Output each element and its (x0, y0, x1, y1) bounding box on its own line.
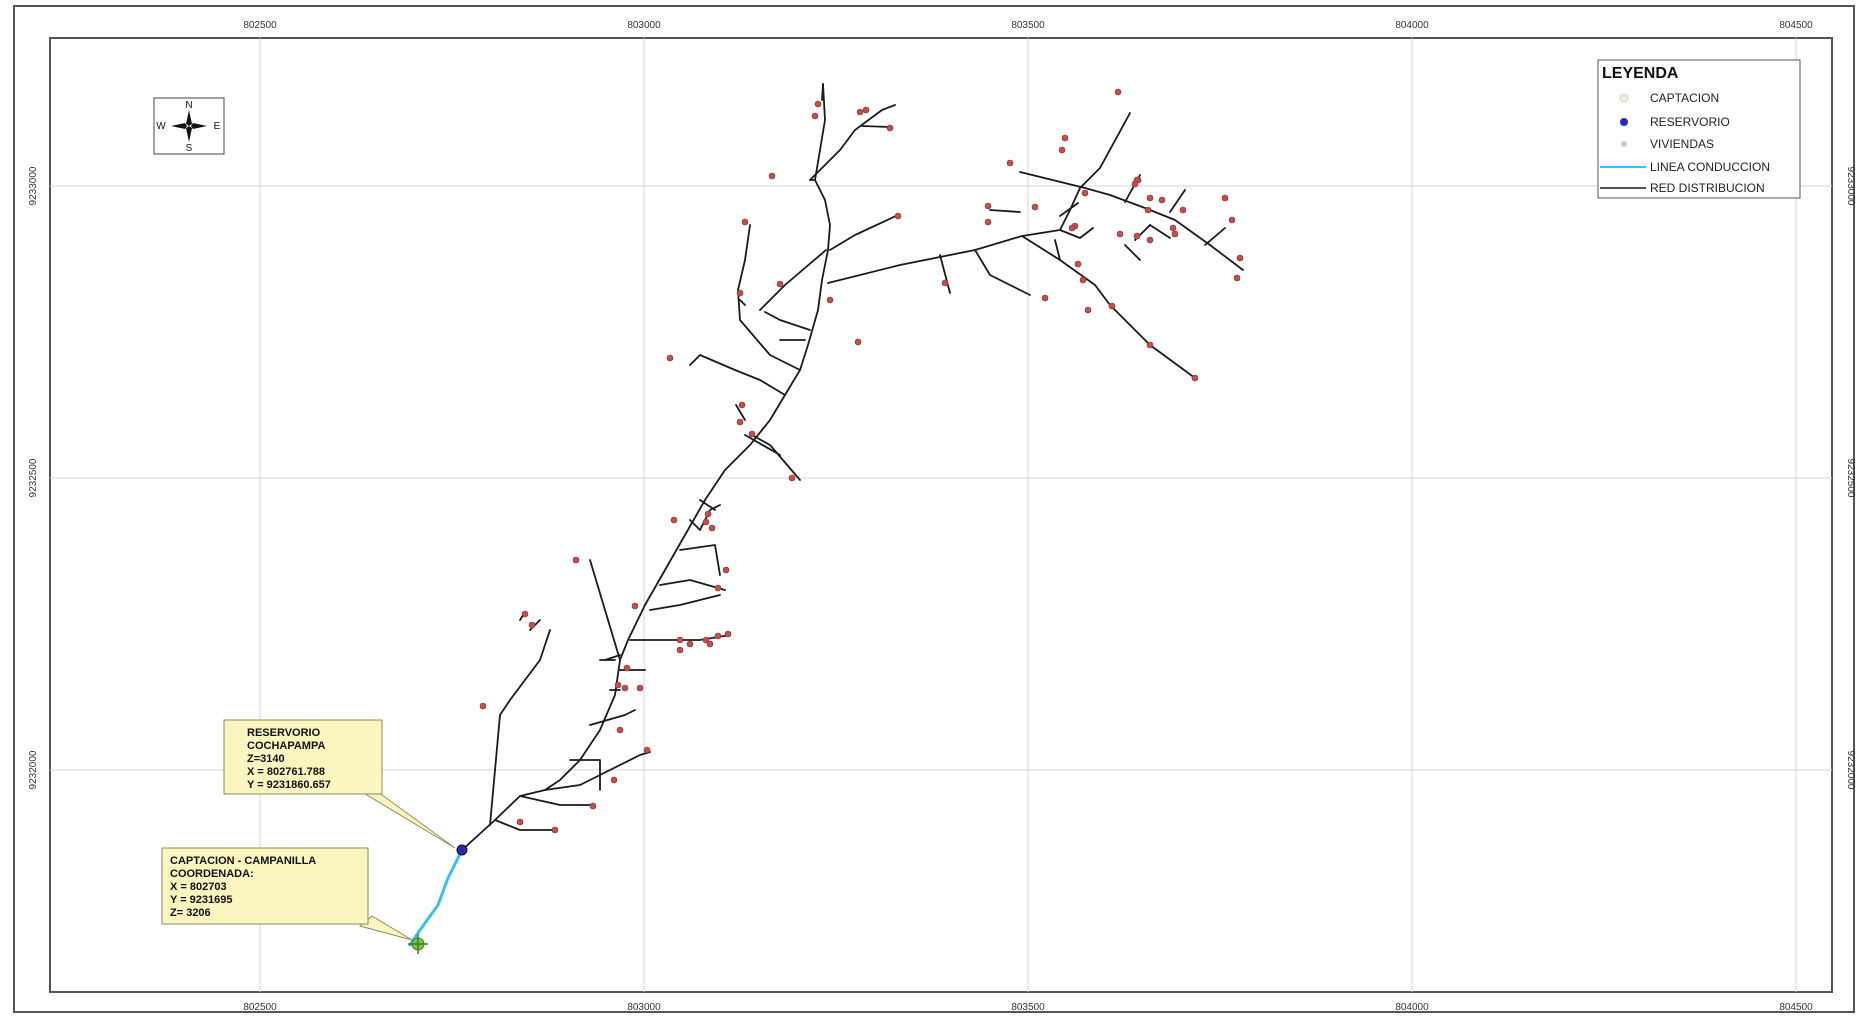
y-tick-label: 9232000 (28, 750, 39, 789)
x-axis-top: 802500 803000 803500 804000 804500 (243, 20, 1813, 31)
north-arrow: N S E W (153, 97, 225, 155)
compass-east-label: E (214, 121, 221, 132)
reservoir-callout-line: Y = 9231860.657 (247, 779, 331, 791)
y-tick-label: 9232000 (1845, 751, 1856, 790)
map-frame (13, 5, 1855, 1013)
compass-north-label: N (185, 100, 192, 111)
y-tick-label: 9233000 (1845, 167, 1856, 206)
legend-item-reservorio: RESERVORIO (1620, 115, 1730, 129)
x-tick-label: 804500 (1779, 20, 1813, 31)
legend-item-label: RESERVORIO (1650, 115, 1730, 129)
reservoir-callout-line: RESERVORIO (247, 727, 321, 739)
legend-item-label: VIVIENDAS (1650, 137, 1714, 151)
conduction-line (408, 848, 464, 947)
x-tick-label: 803500 (1011, 20, 1045, 31)
legend-item-label: RED DISTRIBUCION (1650, 181, 1765, 195)
x-tick-label: 804500 (1779, 1002, 1813, 1013)
legend: LEYENDA CAPTACION RESERVORIO VIVIENDAS L… (1597, 59, 1801, 199)
legend-item-captacion: CAPTACION (1619, 91, 1719, 105)
legend-item-red-distribucion: RED DISTRIBUCION (1600, 181, 1765, 195)
reservoir-callout-line: COCHAPAMPA (247, 740, 325, 752)
intake-callout: CAPTACION - CAMPANILLA COORDENADA: X = 8… (161, 847, 413, 941)
y-axis-left: 9233000 9232500 9232000 (28, 166, 39, 789)
x-tick-label: 803000 (627, 1002, 661, 1013)
intake-callout-line: COORDENADA: (170, 868, 254, 880)
intake-callout-line: Z= 3206 (170, 907, 211, 919)
intake-callout-line: X = 802703 (170, 881, 227, 893)
legend-item-linea-conduccion: LINEA CONDUCCION (1600, 160, 1770, 174)
reservoir-callout-line: X = 802761.788 (247, 766, 325, 778)
intake-marker[interactable] (408, 934, 428, 954)
reservoir-marker[interactable] (456, 844, 468, 856)
house-icon (1621, 141, 1627, 147)
houses-layer (479, 88, 1244, 834)
legend-item-label: LINEA CONDUCCION (1650, 160, 1770, 174)
y-tick-label: 9233000 (28, 166, 39, 205)
legend-title: LEYENDA (1602, 65, 1679, 82)
y-tick-label: 9232500 (28, 458, 39, 497)
y-axis-right: 9233000 9232500 9232000 (1845, 167, 1856, 790)
x-tick-label: 803500 (1011, 1002, 1045, 1013)
x-tick-label: 802500 (243, 1002, 277, 1013)
compass-south-label: S (186, 143, 193, 154)
x-axis-bottom: 802500 803000 803500 804000 804500 (243, 1002, 1813, 1013)
intake-callout-line: CAPTACION - CAMPANILLA (170, 855, 316, 867)
x-tick-label: 802500 (243, 20, 277, 31)
y-tick-label: 9232500 (1845, 459, 1856, 498)
x-tick-label: 804000 (1395, 20, 1429, 31)
reservoir-icon (1620, 118, 1628, 126)
x-tick-label: 804000 (1395, 1002, 1429, 1013)
x-tick-label: 803000 (627, 20, 661, 31)
compass-west-label: W (156, 121, 166, 132)
intake-icon (1619, 93, 1629, 103)
reservoir-callout: RESERVORIO COCHAPAMPA Z=3140 X = 802761.… (223, 719, 456, 849)
legend-item-label: CAPTACION (1650, 91, 1719, 105)
legend-item-viviendas: VIVIENDAS (1621, 137, 1714, 151)
distribution-network (461, 83, 1244, 851)
intake-callout-line: Y = 9231695 (170, 894, 233, 906)
reservoir-callout-line: Z=3140 (247, 753, 285, 765)
